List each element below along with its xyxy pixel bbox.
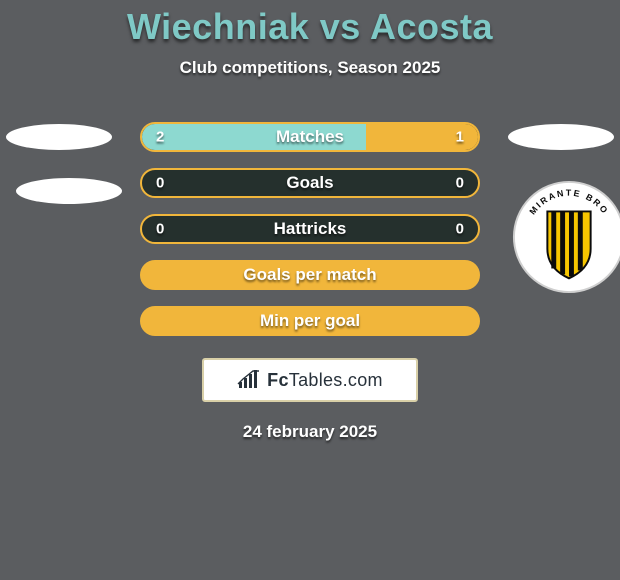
bar-label: Matches (276, 127, 344, 147)
stat-bar-row: Min per goal (140, 306, 480, 336)
brand-text-rest: Tables.com (289, 370, 383, 390)
bar-label: Hattricks (274, 219, 347, 239)
bar-value-right: 1 (456, 129, 464, 146)
player-placeholder-oval (6, 124, 112, 150)
bar-label: Goals per match (243, 265, 376, 285)
stat-bar-row: 0 0 Hattricks (140, 214, 480, 244)
club-badge: MIRANTE BRO (510, 178, 620, 296)
subtitle: Club competitions, Season 2025 (0, 58, 620, 78)
player-placeholder-oval (16, 178, 122, 204)
bar-label: Goals (286, 173, 333, 193)
bar-value-right: 0 (456, 221, 464, 238)
bar-value-left: 2 (156, 129, 164, 146)
stat-bar-row: 0 0 Goals (140, 168, 480, 198)
page-title: Wiechniak vs Acosta (0, 6, 620, 48)
bar-value-right: 0 (456, 175, 464, 192)
brand-chart-icon (237, 370, 261, 390)
stat-bar-row: 2 1 Matches (140, 122, 480, 152)
bar-value-left: 0 (156, 221, 164, 238)
player-placeholder-oval (508, 124, 614, 150)
bar-value-left: 0 (156, 175, 164, 192)
brand-text: FcTables.com (267, 370, 383, 391)
comparison-card: Wiechniak vs Acosta Club competitions, S… (0, 0, 620, 580)
bar-label: Min per goal (260, 311, 360, 331)
brand-box: FcTables.com (202, 358, 418, 402)
footer-date: 24 february 2025 (0, 422, 620, 442)
stat-bar-row: Goals per match (140, 260, 480, 290)
brand-text-strong: Fc (267, 370, 289, 390)
